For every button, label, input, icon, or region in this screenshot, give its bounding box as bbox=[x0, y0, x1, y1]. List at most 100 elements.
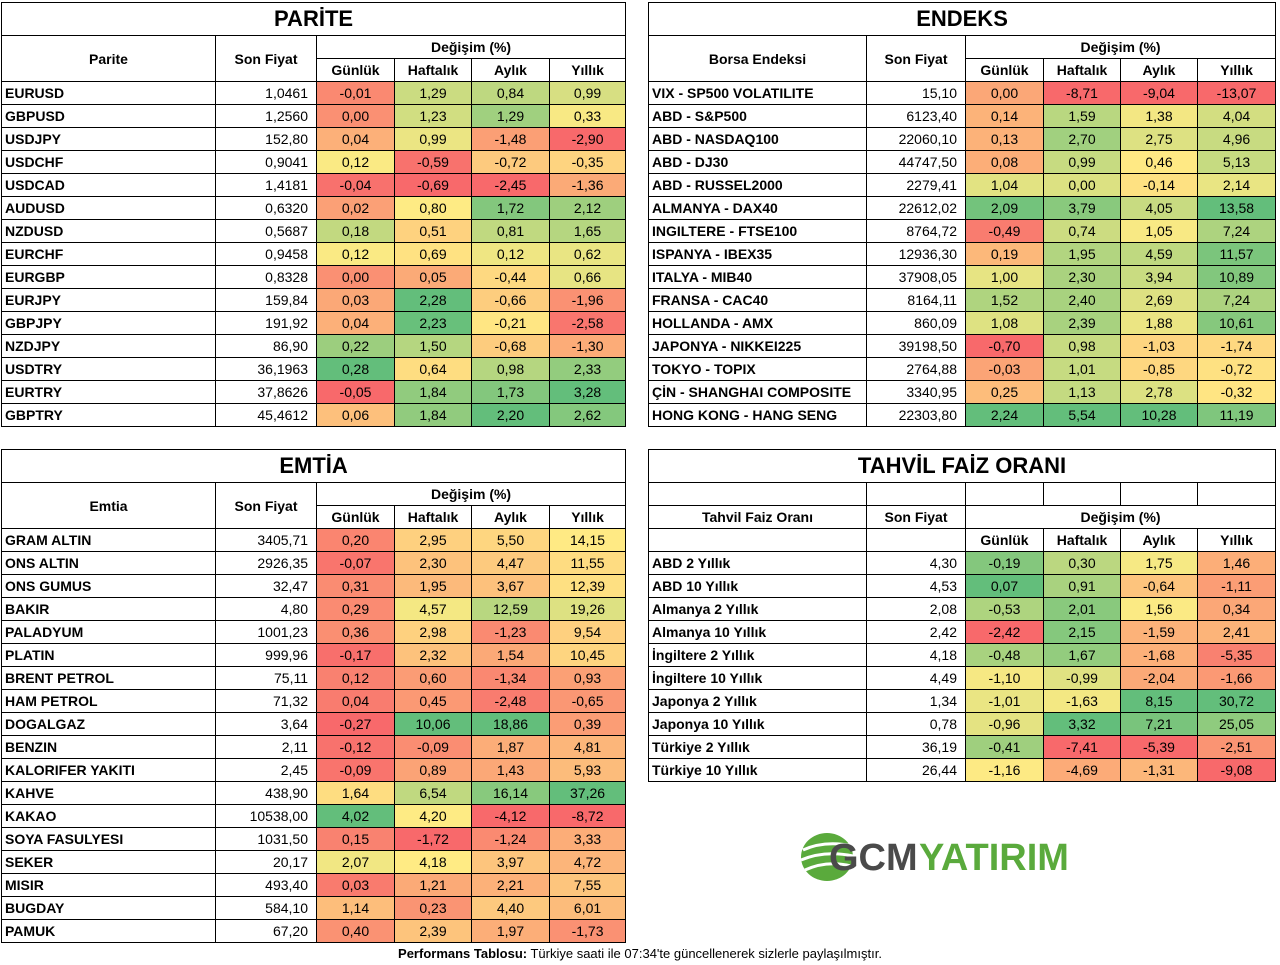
change-cell: 0,51 bbox=[394, 219, 472, 243]
change-cell: -0,85 bbox=[1120, 357, 1198, 381]
table-row: BRENT PETROL 75,11 0,12 0,60 -1,34 0,93 bbox=[1, 666, 627, 690]
change-cell: 1,14 bbox=[316, 896, 395, 920]
change-cell: -0,44 bbox=[471, 265, 550, 289]
change-cell: 0,62 bbox=[548, 242, 627, 266]
row-name: NZDUSD bbox=[1, 219, 216, 243]
change-cell: 0,34 bbox=[1196, 597, 1277, 621]
change-cell: 4,59 bbox=[1120, 242, 1198, 266]
change-cell: 0,08 bbox=[965, 150, 1044, 174]
row-price: 0,9458 bbox=[215, 242, 317, 266]
change-cell: -1,68 bbox=[1120, 643, 1198, 667]
change-cell: 0,39 bbox=[548, 712, 627, 736]
change-cell: -1,10 bbox=[965, 666, 1044, 690]
change-cell: 3,28 bbox=[548, 380, 627, 404]
change-cell: 2,07 bbox=[316, 850, 395, 874]
change-cell: 7,24 bbox=[1196, 288, 1277, 312]
row-price: 1,34 bbox=[866, 689, 966, 713]
row-price: 67,20 bbox=[215, 919, 317, 943]
row-name: İngiltere 10 Yıllık bbox=[648, 666, 867, 690]
change-cell: 0,12 bbox=[316, 666, 395, 690]
change-cell: 4,02 bbox=[316, 804, 395, 828]
change-cell: 1,88 bbox=[1120, 311, 1198, 335]
table-row: DOGALGAZ 3,64 -0,27 10,06 18,86 0,39 bbox=[1, 712, 627, 736]
row-name: KAKAO bbox=[1, 804, 216, 828]
table-row: EURTRY 37,8626 -0,05 1,84 1,73 3,28 bbox=[1, 380, 627, 404]
change-cell: -1,72 bbox=[394, 827, 472, 851]
change-cell: -7,41 bbox=[1043, 735, 1121, 759]
footer-bold: Performans Tablosu: bbox=[398, 946, 528, 961]
change-cell: 0,14 bbox=[965, 104, 1044, 128]
row-name: PALADYUM bbox=[1, 620, 216, 644]
blank-cell bbox=[1196, 482, 1277, 506]
row-price: 1,0461 bbox=[215, 81, 317, 105]
table-row: HAM PETROL 71,32 0,04 0,45 -2,48 -0,65 bbox=[1, 689, 627, 713]
change-cell: 1,95 bbox=[1043, 242, 1121, 266]
table-row: SOYA FASULYESI 1031,50 0,15 -1,72 -1,24 3,33 bbox=[1, 827, 627, 851]
change-cell: -1,16 bbox=[965, 758, 1044, 782]
change-cell: -0,04 bbox=[316, 173, 395, 197]
row-name: Almanya 2 Yıllık bbox=[648, 597, 867, 621]
change-cell: 11,57 bbox=[1196, 242, 1277, 266]
change-cell: -8,71 bbox=[1043, 81, 1121, 105]
row-name: AUDUSD bbox=[1, 196, 216, 220]
table-row: GBPUSD 1,2560 0,00 1,23 1,29 0,33 bbox=[1, 104, 627, 128]
change-cell: 1,08 bbox=[965, 311, 1044, 335]
row-price: 22612,02 bbox=[866, 196, 966, 220]
row-price: 3405,71 bbox=[215, 528, 317, 552]
change-cell: 0,15 bbox=[316, 827, 395, 851]
change-cell: 1,13 bbox=[1043, 380, 1121, 404]
change-cell: 10,06 bbox=[394, 712, 472, 736]
table-row: USDJPY 152,80 0,04 0,99 -1,48 -2,90 bbox=[1, 127, 627, 151]
change-cell: -2,48 bbox=[471, 689, 550, 713]
row-name: USDCHF bbox=[1, 150, 216, 174]
column-header-period: Yıllık bbox=[1196, 58, 1277, 82]
change-cell: 0,84 bbox=[471, 81, 550, 105]
row-price: 1,4181 bbox=[215, 173, 317, 197]
parite-title: PARİTE bbox=[0, 2, 627, 36]
table-row: BAKIR 4,80 0,29 4,57 12,59 19,26 bbox=[1, 597, 627, 621]
change-cell: 2,30 bbox=[394, 551, 472, 575]
row-price: 2926,35 bbox=[215, 551, 317, 575]
table-row: BUGDAY 584,10 1,14 0,23 4,40 6,01 bbox=[1, 896, 627, 920]
change-cell: -1,59 bbox=[1120, 620, 1198, 644]
table-row: JAPONYA - NIKKEI225 39198,50 -0,70 0,98 -1,0… bbox=[648, 334, 1277, 358]
row-price: 4,30 bbox=[866, 551, 966, 575]
row-name: Japonya 2 Yıllık bbox=[648, 689, 867, 713]
change-cell: 1,52 bbox=[965, 288, 1044, 312]
change-cell: -5,35 bbox=[1196, 643, 1277, 667]
change-cell: -0,27 bbox=[316, 712, 395, 736]
row-price: 438,90 bbox=[215, 781, 317, 805]
change-cell: -0,21 bbox=[471, 311, 550, 335]
change-cell: 1,72 bbox=[471, 196, 550, 220]
change-cell: 2,32 bbox=[394, 643, 472, 667]
change-cell: -0,32 bbox=[1196, 380, 1277, 404]
change-cell: 1,01 bbox=[1043, 357, 1121, 381]
column-header-period: Günlük bbox=[965, 58, 1044, 82]
change-cell: 6,54 bbox=[394, 781, 472, 805]
change-cell: -0,49 bbox=[965, 219, 1044, 243]
change-cell: 16,14 bbox=[471, 781, 550, 805]
change-cell: 2,09 bbox=[965, 196, 1044, 220]
change-cell: 1,75 bbox=[1120, 551, 1198, 575]
change-cell: 2,28 bbox=[394, 288, 472, 312]
change-cell: -2,04 bbox=[1120, 666, 1198, 690]
change-cell: 7,24 bbox=[1196, 219, 1277, 243]
row-price: 12936,30 bbox=[866, 242, 966, 266]
column-header-period: Günlük bbox=[965, 528, 1044, 552]
row-name: BRENT PETROL bbox=[1, 666, 216, 690]
change-cell: 0,74 bbox=[1043, 219, 1121, 243]
change-cell: 2,24 bbox=[965, 403, 1044, 427]
row-price: 2,11 bbox=[215, 735, 317, 759]
change-cell: 1,87 bbox=[471, 735, 550, 759]
change-cell: 30,72 bbox=[1196, 689, 1277, 713]
row-price: 39198,50 bbox=[866, 334, 966, 358]
table-row: Japonya 10 Yıllık 0,78 -0,96 3,32 7,21 25,05 bbox=[648, 712, 1277, 736]
change-cell: 0,12 bbox=[471, 242, 550, 266]
row-name: GRAM ALTIN bbox=[1, 528, 216, 552]
row-price: 2,45 bbox=[215, 758, 317, 782]
table-row: SEKER 20,17 2,07 4,18 3,97 4,72 bbox=[1, 850, 627, 874]
change-cell: 1,97 bbox=[471, 919, 550, 943]
table-row: KALORIFER YAKITI 2,45 -0,09 0,89 1,43 5,93 bbox=[1, 758, 627, 782]
column-header-period: Yıllık bbox=[548, 58, 627, 82]
change-cell: 0,30 bbox=[1043, 551, 1121, 575]
